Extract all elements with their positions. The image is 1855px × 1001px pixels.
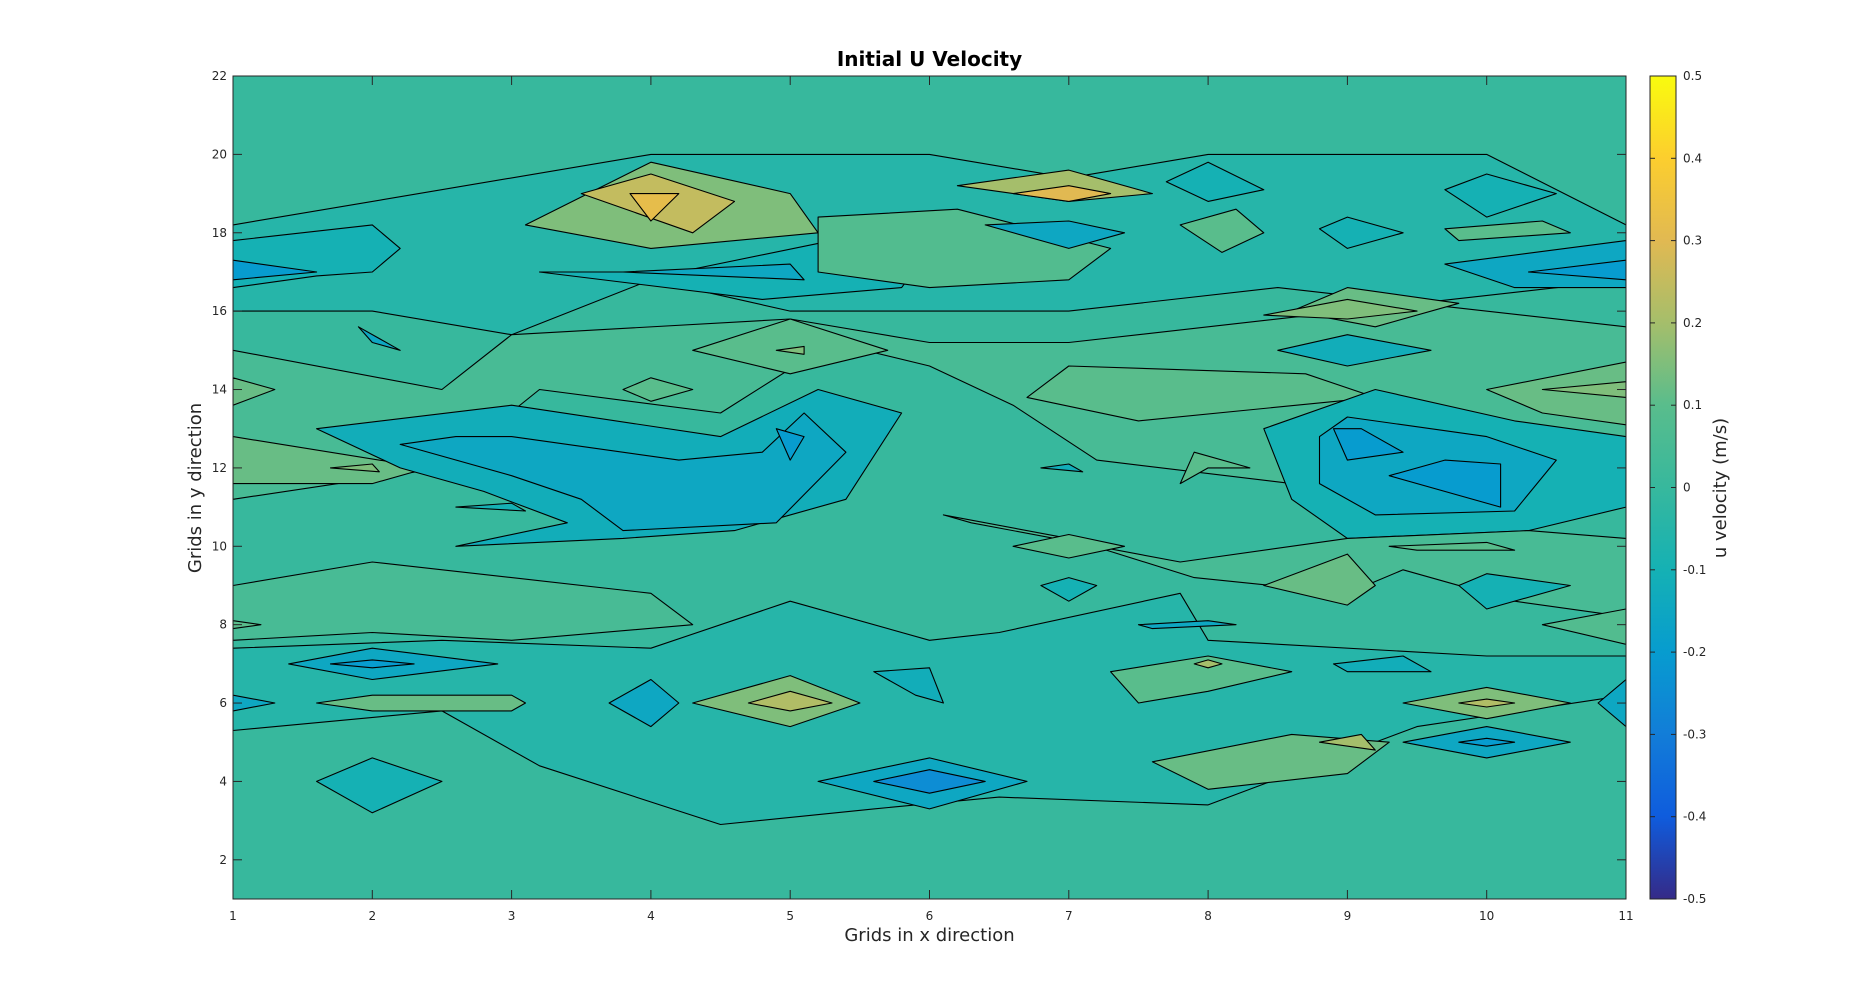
colorbar-tick-label: 0.5 bbox=[1683, 69, 1702, 83]
y-tick-label: 4 bbox=[219, 774, 227, 788]
x-axis-ticks: 1 2 3 4 5 6 7 8 9 10 11 bbox=[229, 76, 1634, 923]
contour-region-cell-mid-16 bbox=[1040, 463, 1084, 473]
x-tick-label: 4 bbox=[647, 909, 655, 923]
contour-region-cell-bot-15 bbox=[1318, 733, 1376, 751]
contour-region-cell-low-1 bbox=[233, 620, 262, 630]
contour-region-cell-top-15 bbox=[1318, 216, 1404, 249]
colorbar-label: u velocity (m/s) bbox=[1710, 418, 1731, 558]
colorbar-tick-label: 0 bbox=[1683, 481, 1691, 495]
contour-region-cell-top-2 bbox=[233, 259, 318, 281]
y-tick-label: 8 bbox=[219, 618, 227, 632]
contour-region-cell-bot-3 bbox=[316, 694, 527, 712]
x-axis-label: Grids in x direction bbox=[844, 925, 1014, 946]
contour-region-cell-top-17 bbox=[1444, 220, 1571, 242]
contour-region-cell-bot-23 bbox=[1137, 620, 1237, 630]
contour-regions bbox=[233, 153, 1626, 826]
contour-region-cell-center-2 bbox=[1263, 553, 1376, 606]
colorbar-tick-label: -0.3 bbox=[1683, 727, 1706, 741]
y-axis-label: Grids in y direction bbox=[185, 403, 206, 573]
contour-region-blob-right-core bbox=[1332, 428, 1404, 461]
contour-region-cell-bot-18 bbox=[1458, 698, 1516, 708]
contour-region-cell-mid-11 bbox=[1486, 361, 1626, 426]
contour-region-cell-mid-13 bbox=[455, 502, 527, 512]
colorbar-tick-label: 0.2 bbox=[1683, 316, 1702, 330]
contour-region-cell-bot-10 bbox=[873, 769, 986, 794]
colorbar-tick-label: 0.3 bbox=[1683, 234, 1702, 248]
contour-region-cell-bot-13 bbox=[1193, 659, 1223, 669]
chart-title: Initial U Velocity bbox=[837, 47, 1022, 71]
contour-region-cell-top-14 bbox=[1165, 161, 1265, 202]
contour-region-cell-mid-9 bbox=[1263, 298, 1418, 320]
contour-region-cell-bot-21 bbox=[1597, 678, 1626, 728]
contour-region-cell-mid-10 bbox=[1277, 334, 1432, 367]
x-tick-label: 11 bbox=[1618, 909, 1633, 923]
contour-region-cell-bot-8 bbox=[873, 667, 944, 704]
colorbar-ticks: -0.5 -0.4 -0.3 -0.2 -0.1 0 0.1 0.2 0.3 0.4 0.5 bbox=[1650, 69, 1706, 906]
contour-region-cell-center-3 bbox=[1388, 541, 1516, 551]
x-tick-label: 9 bbox=[1344, 909, 1352, 923]
y-tick-label: 14 bbox=[212, 383, 227, 397]
contour-region-cell-mid-5 bbox=[692, 318, 889, 375]
contour-region-cell-top-9 bbox=[817, 208, 1112, 289]
y-tick-label: 20 bbox=[212, 147, 227, 161]
contour-region-blob-left-inner bbox=[399, 412, 847, 532]
contour-region-cell-top-3 bbox=[357, 326, 401, 351]
x-tick-label: 2 bbox=[368, 909, 376, 923]
contour-region-cell-mid-6 bbox=[775, 345, 805, 355]
contour-region-cell-mid-15 bbox=[1179, 451, 1251, 485]
contour-region-cell-mid-1 bbox=[233, 377, 276, 406]
colorbar-tick-label: -0.4 bbox=[1683, 810, 1706, 824]
colorbar-tick-label: -0.5 bbox=[1683, 892, 1706, 906]
contour-region-cell-bot-5 bbox=[608, 678, 680, 728]
x-tick-label: 6 bbox=[926, 909, 934, 923]
contour-region-cell-bot-7 bbox=[747, 690, 833, 712]
contour-region-cell-top-13 bbox=[1179, 208, 1265, 253]
y-tick-label: 10 bbox=[212, 539, 227, 553]
x-tick-label: 5 bbox=[786, 909, 794, 923]
y-tick-label: 2 bbox=[219, 853, 227, 867]
contour-region-cell-mid-3 bbox=[329, 463, 380, 473]
x-tick-label: 7 bbox=[1065, 909, 1073, 923]
x-tick-label: 10 bbox=[1479, 909, 1494, 923]
colorbar-tick-label: -0.2 bbox=[1683, 645, 1706, 659]
contour-region-cell-mid-4 bbox=[622, 377, 694, 402]
y-tick-label: 6 bbox=[219, 696, 227, 710]
x-tick-label: 1 bbox=[229, 909, 237, 923]
contour-region-cell-bot-12 bbox=[1110, 655, 1293, 704]
colorbar-tick-label: 0.4 bbox=[1683, 151, 1702, 165]
y-tick-label: 22 bbox=[212, 69, 227, 83]
contour-region-cell-low-2 bbox=[1541, 608, 1626, 645]
contour-region-cell-bot-14 bbox=[1151, 733, 1390, 790]
contour-region-band-lower bbox=[233, 561, 694, 641]
contour-region-cell-top-19 bbox=[1527, 259, 1626, 281]
contour-region-cell-top-8 bbox=[622, 263, 805, 281]
contour-region-cell-mid-14 bbox=[775, 428, 805, 461]
x-tick-label: 3 bbox=[508, 909, 516, 923]
contour-region-cell-top-11 bbox=[1012, 185, 1112, 202]
contour-region-cell-top-6 bbox=[629, 193, 680, 222]
y-tick-label: 16 bbox=[212, 304, 227, 318]
y-tick-label: 12 bbox=[212, 461, 227, 475]
contour-region-cell-bot-2 bbox=[329, 659, 415, 669]
contour-region-cell-top-16 bbox=[1444, 173, 1557, 218]
colorbar-tick-label: -0.1 bbox=[1683, 563, 1706, 577]
colorbar-tick-label: 0.1 bbox=[1683, 398, 1702, 412]
contour-region-cell-center-1 bbox=[1012, 533, 1126, 559]
contour-region-cell-bot-24 bbox=[1458, 573, 1571, 610]
contour-region-cell-mid-7 bbox=[1026, 365, 1376, 422]
contour-region-cell-bot-16 bbox=[1332, 655, 1432, 673]
contour-region-blob-right-core-2 bbox=[1388, 459, 1502, 508]
contour-region-cell-bot-20 bbox=[1458, 737, 1516, 747]
contour-region-cell-bot-22 bbox=[1040, 577, 1098, 602]
contour-region-cell-top-12 bbox=[984, 220, 1126, 249]
contour-region-cell-bot-4 bbox=[233, 694, 276, 712]
y-axis-ticks: 2 4 6 8 10 12 14 16 18 20 22 bbox=[212, 69, 1626, 867]
y-tick-label: 18 bbox=[212, 226, 227, 240]
x-tick-label: 8 bbox=[1204, 909, 1212, 923]
contour-region-cell-mid-12 bbox=[1541, 381, 1626, 398]
contour-region-cell-bot-11 bbox=[316, 757, 443, 814]
